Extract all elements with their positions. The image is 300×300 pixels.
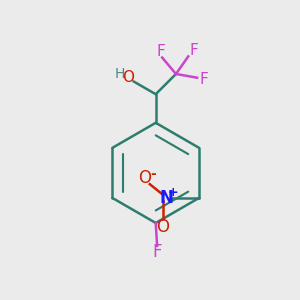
- Text: O: O: [156, 218, 169, 236]
- Text: +: +: [167, 186, 178, 199]
- Text: F: F: [199, 72, 208, 87]
- Text: H: H: [115, 67, 125, 81]
- Text: F: F: [189, 43, 198, 58]
- Text: F: F: [156, 44, 165, 59]
- Text: F: F: [152, 243, 162, 261]
- Text: N: N: [159, 189, 173, 207]
- Text: O: O: [122, 70, 134, 86]
- Text: O: O: [138, 169, 151, 188]
- Text: -: -: [150, 167, 156, 181]
